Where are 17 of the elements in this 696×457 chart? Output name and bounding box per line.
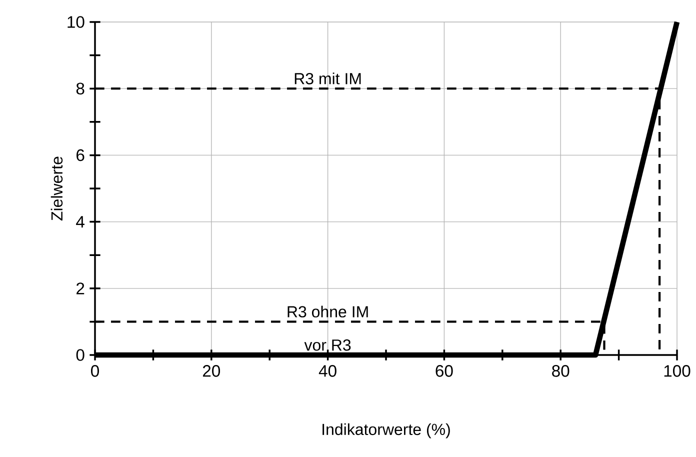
y-tick-label: 8 [76, 82, 84, 95]
x-axis-title: Indikatorwerte (%) [322, 423, 450, 438]
y-tick-label: 10 [68, 16, 84, 28]
series-label: vor R3 [304, 339, 351, 351]
series-label: R3 ohne IM [288, 306, 368, 318]
series-label: R3 mit IM [294, 72, 361, 84]
x-tick-label: 60 [436, 365, 453, 377]
x-tick-label: 80 [552, 365, 570, 377]
y-tick-label: 4 [76, 216, 84, 228]
x-tick-label: 100 [664, 365, 690, 377]
y-axis-title: Zielwerte [50, 156, 63, 220]
y-tick-label: 0 [76, 349, 84, 361]
y-tick-label: 2 [76, 282, 84, 294]
x-tick-label: 20 [202, 365, 220, 377]
x-tick-label: 0 [91, 365, 99, 377]
y-tick-label: 6 [76, 149, 84, 162]
x-tick-label: 40 [318, 365, 336, 377]
